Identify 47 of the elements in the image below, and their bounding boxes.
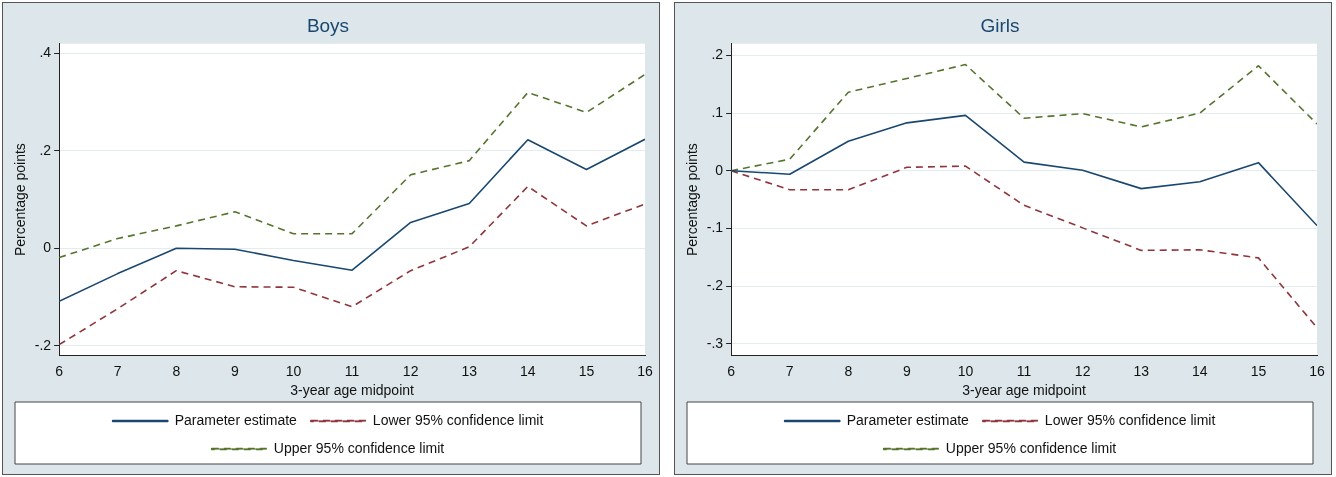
x-tick-label: 11 <box>344 362 360 379</box>
line-series <box>731 63 1317 172</box>
legend-label: Lower 95% confidence limit <box>372 411 544 428</box>
line-series <box>59 73 645 259</box>
legend-label: Parameter estimate <box>846 411 970 428</box>
y-tick-label: -.2 <box>706 277 724 294</box>
x-tick-label: 8 <box>172 362 181 379</box>
line-series <box>59 185 645 346</box>
y-tick-label: 0 <box>43 239 52 256</box>
x-tick-label: 13 <box>461 362 478 379</box>
x-axis-title: 3-year age midpoint <box>962 382 1087 399</box>
x-tick-label: 12 <box>1074 362 1091 379</box>
legend-label: Upper 95% confidence limit <box>945 439 1117 456</box>
chart-title: Boys <box>306 14 350 36</box>
y-tick-label: .2 <box>711 46 724 63</box>
y-tick-label: .2 <box>39 141 52 158</box>
x-axis-title: 3-year age midpoint <box>290 382 415 399</box>
legend-label: Lower 95% confidence limit <box>1044 411 1216 428</box>
x-tick-label: 10 <box>957 362 974 379</box>
x-tick-label: 10 <box>285 362 302 379</box>
y-tick-label: .4 <box>39 44 52 61</box>
x-tick-label: 6 <box>727 362 736 379</box>
x-tick-label: 6 <box>55 362 64 379</box>
y-axis-title: Percentage points <box>684 143 701 257</box>
legend-label: Upper 95% confidence limit <box>273 439 445 456</box>
y-tick-label: 0 <box>715 161 724 178</box>
x-tick-label: 16 <box>637 362 653 379</box>
x-tick-label: 8 <box>844 362 853 379</box>
x-tick-label: 16 <box>1309 362 1325 379</box>
y-tick-label: -.3 <box>706 334 724 351</box>
y-tick-label: -.1 <box>706 219 724 236</box>
x-tick-label: 11 <box>1016 362 1032 379</box>
x-tick-label: 9 <box>231 362 239 379</box>
y-axis-title: Percentage points <box>12 143 29 257</box>
legend-label: Parameter estimate <box>174 411 298 428</box>
x-tick-label: 15 <box>578 362 595 379</box>
y-tick-label: -.2 <box>34 336 52 353</box>
y-tick-label: .1 <box>711 103 724 120</box>
x-tick-label: 15 <box>1250 362 1267 379</box>
x-tick-label: 13 <box>1133 362 1150 379</box>
chart-title: Girls <box>980 14 1020 36</box>
x-tick-label: 12 <box>402 362 419 379</box>
x-tick-label: 14 <box>520 362 536 379</box>
x-tick-label: 7 <box>113 362 122 379</box>
x-tick-label: 14 <box>1192 362 1208 379</box>
x-tick-label: 7 <box>785 362 794 379</box>
x-tick-label: 9 <box>903 362 911 379</box>
